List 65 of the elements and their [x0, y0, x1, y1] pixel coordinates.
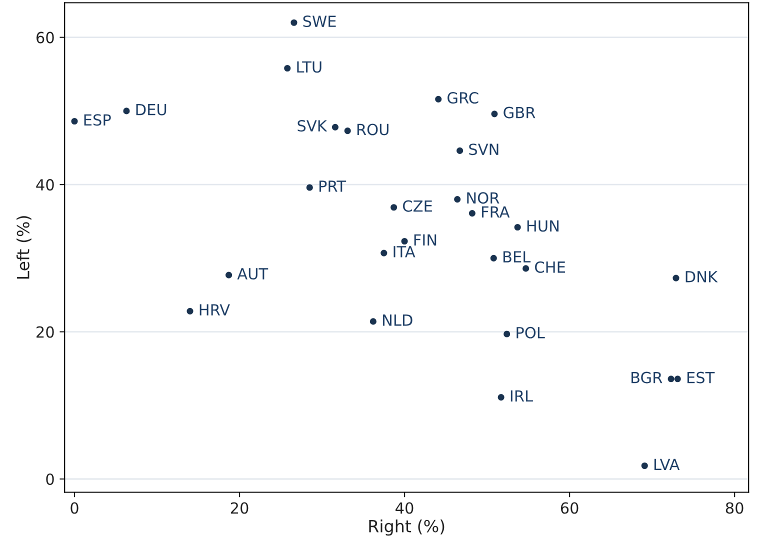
point: [390, 204, 398, 211]
annotation: CZE: [403, 200, 432, 212]
point: [522, 265, 530, 272]
x-axis-title: Right (%): [369, 520, 444, 536]
point: [514, 224, 521, 231]
point: [123, 108, 130, 114]
point: [668, 376, 674, 382]
point: [284, 64, 291, 72]
annotation: HRV: [200, 304, 230, 316]
annotation: POL: [516, 326, 545, 338]
annotation: HUN: [527, 220, 559, 232]
point: [332, 124, 339, 130]
annotation: DEU: [136, 104, 166, 116]
y-axis-title: Left (%): [16, 216, 32, 279]
x-tick-label: 0: [70, 502, 78, 514]
point: [186, 308, 194, 314]
point: [454, 196, 461, 203]
x-tick-label: 60: [560, 502, 578, 514]
x-tick-label: 20: [230, 502, 248, 514]
annotation: LVA: [654, 458, 680, 470]
annotation: BEL: [503, 251, 531, 262]
y-tick-label: 20: [36, 326, 54, 338]
annotation: GBR: [504, 106, 536, 118]
point: [490, 254, 497, 262]
point: [504, 330, 510, 338]
point: [226, 272, 232, 278]
point: [435, 96, 442, 102]
annotation: BGR: [632, 372, 662, 384]
point: [380, 250, 388, 256]
annotation: PRT: [319, 180, 346, 192]
annotation: ROU: [357, 124, 388, 136]
point: [290, 19, 298, 26]
point: [468, 210, 476, 217]
point: [71, 118, 78, 125]
annotation: NLD: [383, 314, 412, 326]
point: [370, 318, 376, 325]
point: [674, 376, 681, 382]
annotation: NOR: [467, 192, 500, 204]
point: [641, 462, 648, 470]
point: [306, 184, 313, 191]
y-tick-label: 60: [36, 32, 54, 44]
point: [401, 238, 408, 245]
annotation: SWE: [303, 16, 336, 28]
annotation: GRC: [448, 92, 478, 104]
x-tick-label: 80: [726, 502, 744, 514]
point: [456, 147, 464, 154]
annotation: DNK: [686, 271, 718, 282]
annotation: ITA: [394, 246, 416, 258]
annotation: SVN: [469, 144, 498, 156]
point: [491, 110, 498, 118]
annotation: AUT: [237, 268, 268, 280]
annotation: LTU: [297, 61, 322, 73]
y-tick-label: 0: [46, 473, 54, 486]
annotation: FRA: [482, 206, 510, 218]
annotation: IRL: [510, 390, 533, 402]
point: [344, 128, 351, 134]
annotation: FIN: [414, 234, 436, 246]
annotation: EST: [687, 372, 715, 384]
point: [672, 274, 680, 282]
annotation: ESP: [84, 114, 111, 126]
annotation: CHE: [535, 261, 565, 273]
x-tick-label: 40: [396, 502, 414, 514]
y-tick-label: 40: [36, 179, 54, 191]
point: [498, 394, 504, 401]
annotation: SVK: [298, 120, 328, 132]
